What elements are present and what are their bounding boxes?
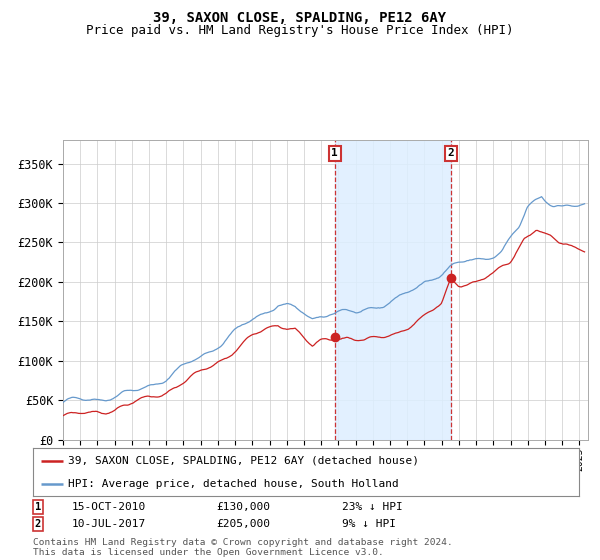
Bar <box>335 140 451 440</box>
Text: 15-OCT-2010: 15-OCT-2010 <box>72 502 146 512</box>
Text: Price paid vs. HM Land Registry's House Price Index (HPI): Price paid vs. HM Land Registry's House … <box>86 24 514 36</box>
Text: 23% ↓ HPI: 23% ↓ HPI <box>342 502 403 512</box>
Text: Contains HM Land Registry data © Crown copyright and database right 2024.
This d: Contains HM Land Registry data © Crown c… <box>33 538 453 557</box>
Text: 2: 2 <box>448 148 454 158</box>
Text: 39, SAXON CLOSE, SPALDING, PE12 6AY: 39, SAXON CLOSE, SPALDING, PE12 6AY <box>154 11 446 25</box>
Text: 10-JUL-2017: 10-JUL-2017 <box>72 519 146 529</box>
Text: 9% ↓ HPI: 9% ↓ HPI <box>342 519 396 529</box>
Text: 39, SAXON CLOSE, SPALDING, PE12 6AY (detached house): 39, SAXON CLOSE, SPALDING, PE12 6AY (det… <box>68 456 419 466</box>
Text: 1: 1 <box>331 148 338 158</box>
Text: 2: 2 <box>35 519 41 529</box>
Text: £130,000: £130,000 <box>216 502 270 512</box>
Text: HPI: Average price, detached house, South Holland: HPI: Average price, detached house, Sout… <box>68 479 399 489</box>
Text: £205,000: £205,000 <box>216 519 270 529</box>
Text: 1: 1 <box>35 502 41 512</box>
